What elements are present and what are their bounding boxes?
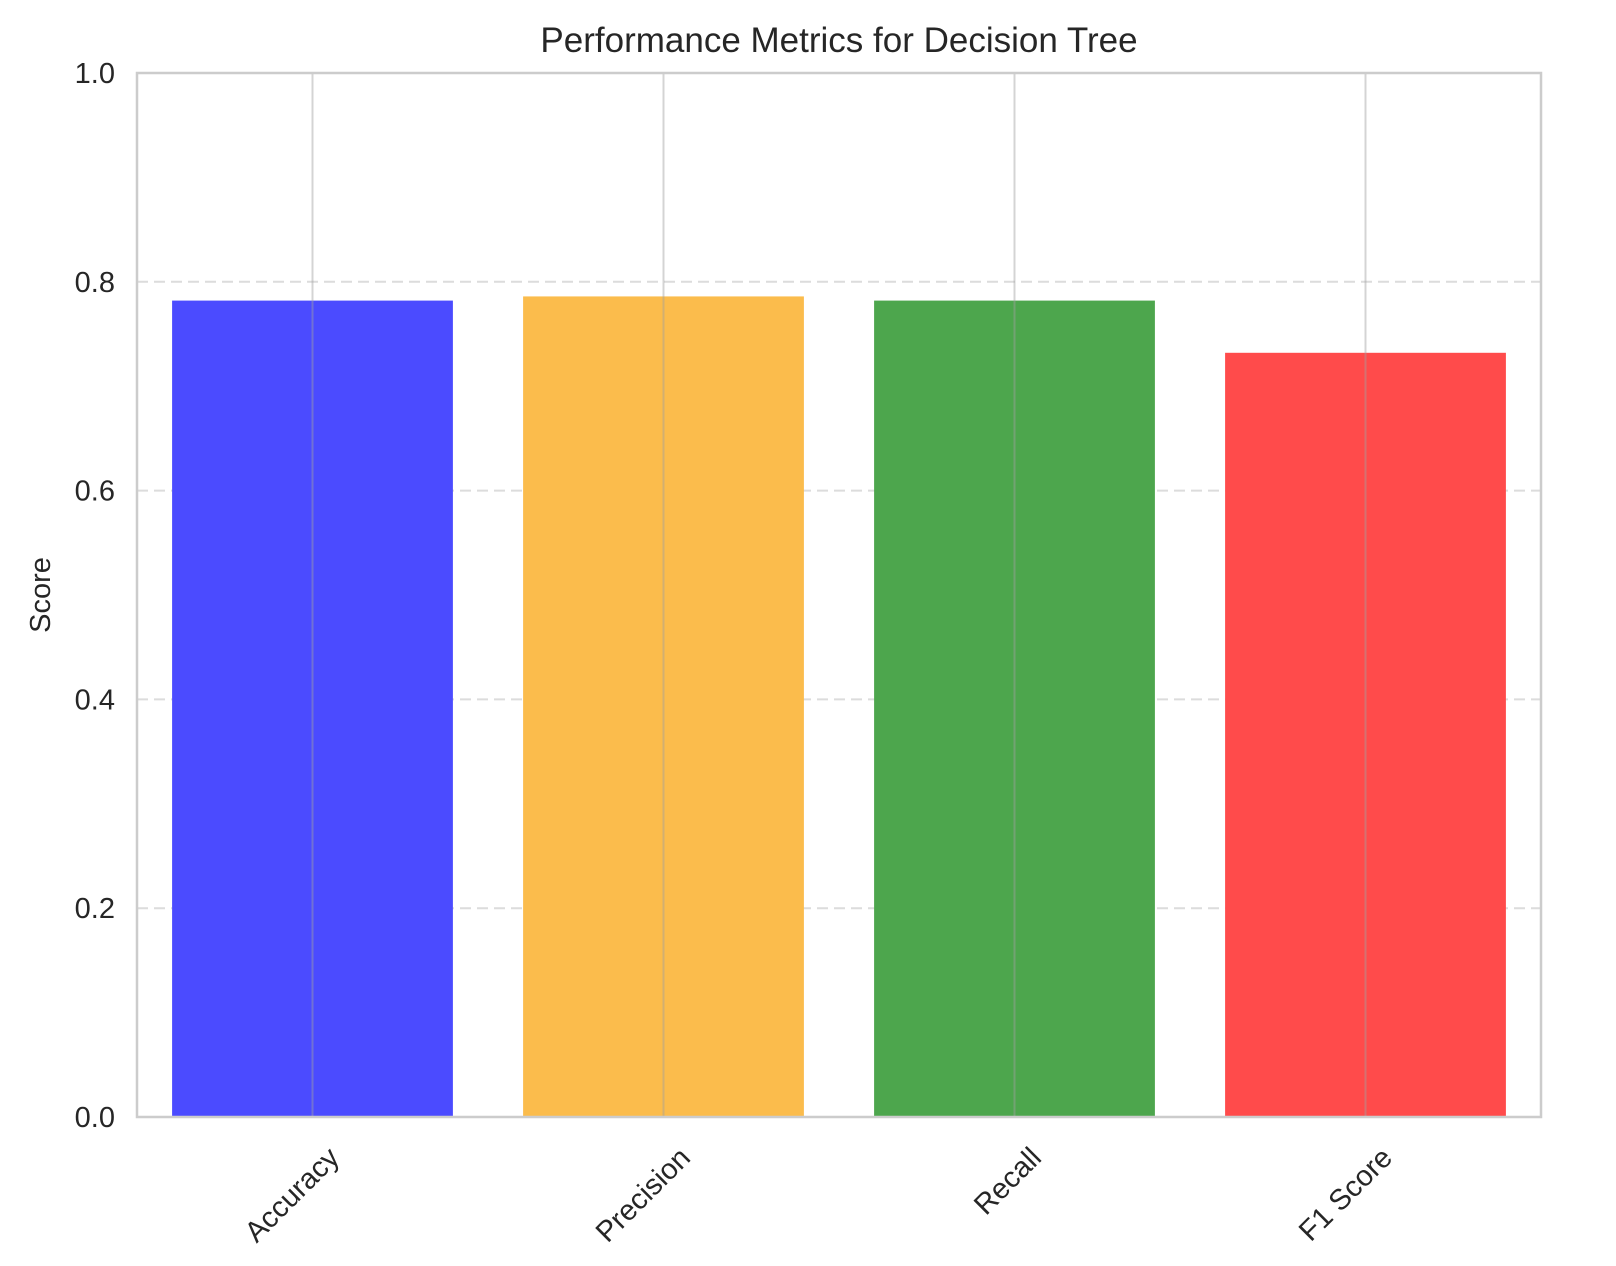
x-tick-label: Accuracy [239, 1141, 346, 1248]
y-tick-label: 1.0 [75, 58, 115, 90]
y-tick-label: 0.4 [75, 684, 115, 716]
y-tick-label: 0.8 [75, 267, 115, 299]
y-tick-label: 0.0 [75, 1102, 115, 1134]
bar-f1-score [1225, 352, 1506, 1117]
y-tick-label: 0.6 [75, 476, 115, 508]
x-tick-label: F1 Score [1293, 1142, 1399, 1248]
y-axis-label: Score [25, 557, 57, 633]
x-tick-labels: Accuracy Precision Recall F1 Score [239, 1141, 1399, 1248]
y-tick-labels: 0.0 0.2 0.4 0.6 0.8 1.0 [75, 58, 115, 1134]
bars [172, 296, 1506, 1117]
y-tick-label: 0.2 [75, 893, 115, 925]
grid-lines [137, 280, 1541, 910]
x-tick-label: Recall [968, 1142, 1048, 1222]
bar-precision [523, 296, 804, 1117]
chart-title: Performance Metrics for Decision Tree [540, 21, 1137, 60]
plot-frame [135, 71, 1543, 1119]
vertical-grid-lines [311, 73, 1367, 1117]
bar-accuracy [172, 300, 453, 1117]
bar-recall [874, 300, 1155, 1117]
x-tick-label: Precision [590, 1142, 697, 1249]
